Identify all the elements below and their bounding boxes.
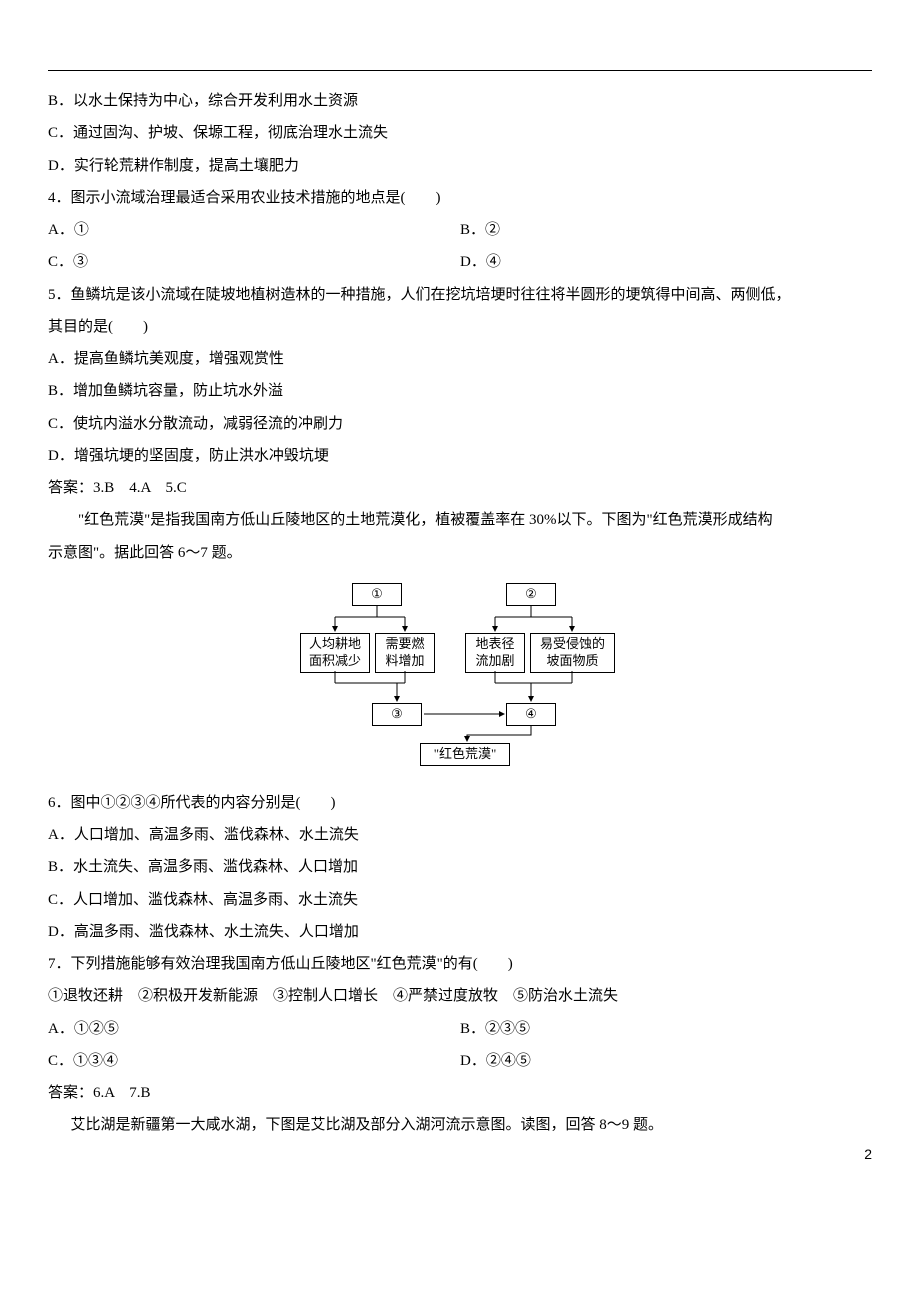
q4-opt-c: C．③ bbox=[48, 246, 460, 278]
q7-opt-d: D．②④⑤ bbox=[460, 1045, 872, 1077]
intro-67b: 示意图"。据此回答 6～7 题。 bbox=[48, 537, 872, 569]
box-3: 地表径流加剧 bbox=[465, 633, 525, 673]
question-5: 5．鱼鳞坑是该小流域在陡坡地植树造林的一种措施，人们在挖坑培埂时往往将半圆形的埂… bbox=[48, 279, 872, 311]
q5-opt-c: C．使坑内溢水分散流动，减弱径流的冲刷力 bbox=[48, 408, 872, 440]
question-5-cont: 其目的是( ) bbox=[48, 311, 872, 343]
q6-opt-c: C．人口增加、滥伐森林、高温多雨、水土流失 bbox=[48, 884, 872, 916]
q4-opt-b: B．② bbox=[460, 214, 872, 246]
option-d: D．实行轮荒耕作制度，提高土壤肥力 bbox=[48, 150, 872, 182]
option-b: B．以水土保持为中心，综合开发利用水土资源 bbox=[48, 85, 872, 117]
q7-opt-c: C．①③④ bbox=[48, 1045, 460, 1077]
option-c: C．通过固沟、护坡、保塬工程，彻底治理水土流失 bbox=[48, 117, 872, 149]
q4-opt-d: D．④ bbox=[460, 246, 872, 278]
q5-opt-b: B．增加鱼鳞坑容量，防止坑水外溢 bbox=[48, 375, 872, 407]
q6-opt-d: D．高温多雨、滥伐森林、水土流失、人口增加 bbox=[48, 916, 872, 948]
q4-opt-a: A．① bbox=[48, 214, 460, 246]
node-2: ② bbox=[506, 583, 556, 606]
question-6: 6．图中①②③④所代表的内容分别是( ) bbox=[48, 787, 872, 819]
question-4: 4．图示小流域治理最适合采用农业技术措施的地点是( ) bbox=[48, 182, 872, 214]
answer-345: 答案：3.B 4.A 5.C bbox=[48, 472, 872, 504]
answer-67: 答案：6.A 7.B bbox=[48, 1077, 872, 1109]
intro-89: 艾比湖是新疆第一大咸水湖，下图是艾比湖及部分入湖河流示意图。读图，回答 8～9 … bbox=[48, 1109, 872, 1141]
page-number: 2 bbox=[864, 1146, 872, 1162]
intro-67a: "红色荒漠"是指我国南方低山丘陵地区的土地荒漠化，植被覆盖率在 30%以下。下图… bbox=[48, 504, 872, 536]
node-result: "红色荒漠" bbox=[420, 743, 510, 766]
q7-numbered-opts: ①退牧还耕 ②积极开发新能源 ③控制人口增长 ④严禁过度放牧 ⑤防治水土流失 bbox=[48, 980, 872, 1012]
box-4: 易受侵蚀的坡面物质 bbox=[530, 633, 615, 673]
node-4: ④ bbox=[506, 703, 556, 726]
q7-opt-a: A．①②⑤ bbox=[48, 1013, 460, 1045]
box-2: 需要燃料增加 bbox=[375, 633, 435, 673]
node-3: ③ bbox=[372, 703, 422, 726]
node-1: ① bbox=[352, 583, 402, 606]
red-desert-diagram: ① ② 人均耕地面积减少 需要燃料增加 地表径流加剧 易受侵蚀的坡面物质 ③ ④… bbox=[290, 583, 630, 773]
q6-opt-a: A．人口增加、高温多雨、滥伐森林、水土流失 bbox=[48, 819, 872, 851]
box-1: 人均耕地面积减少 bbox=[300, 633, 370, 673]
q5-opt-d: D．增强坑埂的坚固度，防止洪水冲毁坑埂 bbox=[48, 440, 872, 472]
top-rule bbox=[48, 70, 872, 71]
q7-opt-b: B．②③⑤ bbox=[460, 1013, 872, 1045]
q5-opt-a: A．提高鱼鳞坑美观度，增强观赏性 bbox=[48, 343, 872, 375]
q6-opt-b: B．水土流失、高温多雨、滥伐森林、人口增加 bbox=[48, 851, 872, 883]
question-7: 7．下列措施能够有效治理我国南方低山丘陵地区"红色荒漠"的有( ) bbox=[48, 948, 872, 980]
